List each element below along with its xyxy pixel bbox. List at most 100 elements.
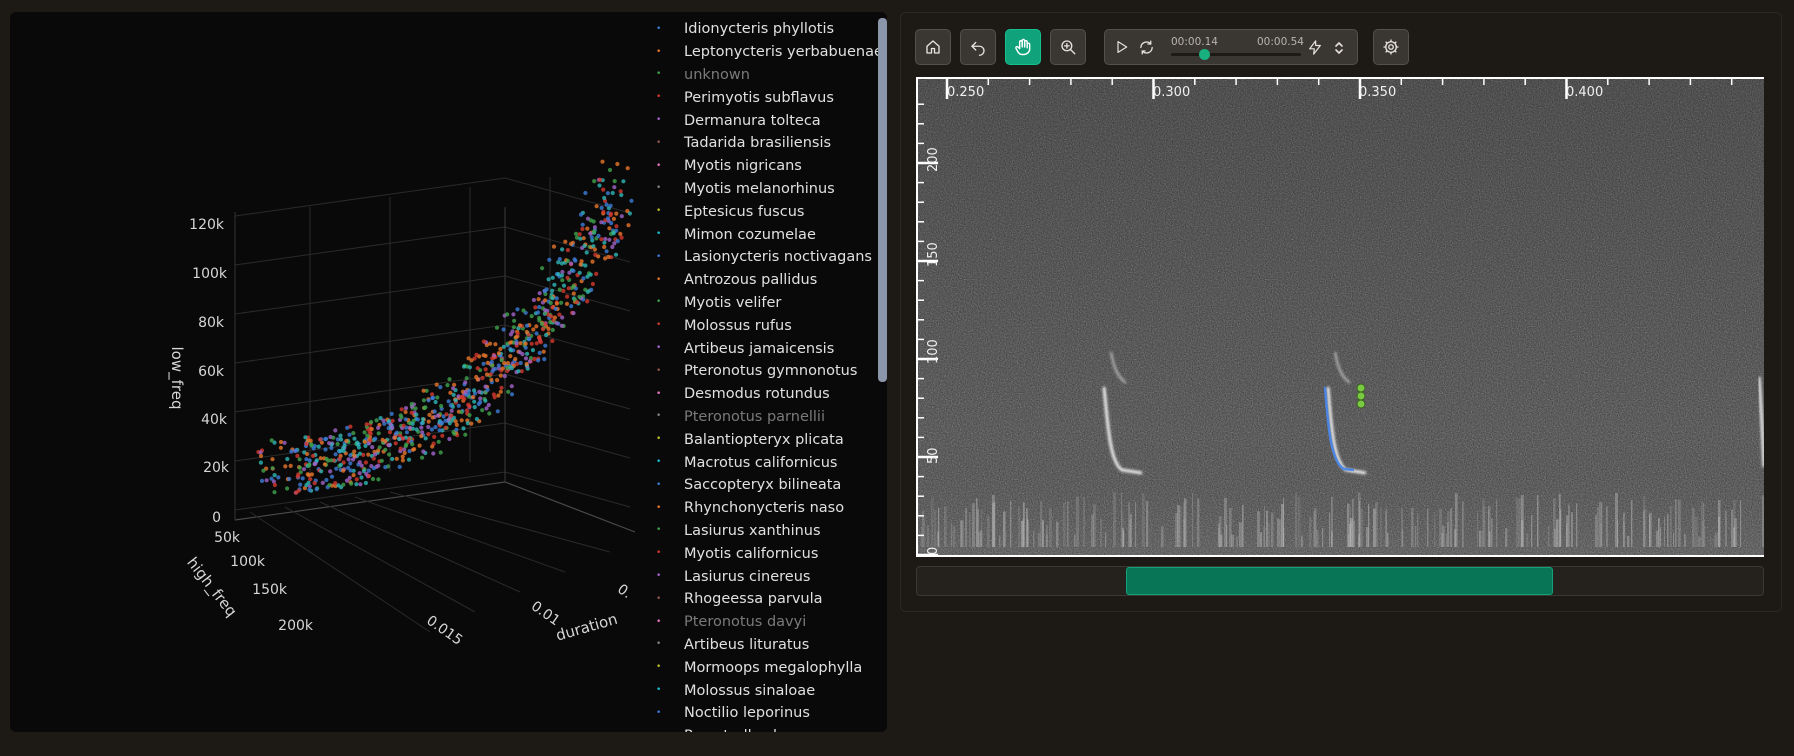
tick-high-freq-150k: 150k — [252, 582, 288, 598]
legend-item[interactable]: • Saccopteryx bilineata — [640, 474, 885, 497]
legend-item[interactable]: • Pteronotus parnellii — [640, 406, 885, 429]
legend-marker-icon: • — [656, 137, 662, 148]
tick-high-freq-50k: 50k — [214, 530, 241, 546]
zoom-button[interactable] — [1050, 29, 1086, 65]
legend-item[interactable]: • Myotis nigricans — [640, 155, 885, 178]
legend-item[interactable]: • Tadarida brasiliensis — [640, 132, 885, 155]
legend-item[interactable]: • Artibeus jamaicensis — [640, 337, 885, 360]
legend-marker-icon: • — [656, 320, 662, 331]
legend-item[interactable]: • Desmodus rotundus — [640, 383, 885, 406]
legend-marker-icon: • — [656, 206, 662, 217]
low-frequency-noise — [921, 492, 1764, 547]
legend-marker-icon: • — [656, 502, 662, 513]
legend-item-label: Artibeus lituratus — [684, 636, 810, 653]
legend-item-label: Perimyotis subflavus — [684, 89, 834, 106]
legend-marker-icon: • — [656, 251, 662, 262]
selected-call-highlight[interactable] — [1323, 386, 1355, 472]
playback-track[interactable] — [1171, 53, 1301, 56]
marker-dot[interactable] — [1356, 391, 1366, 401]
annotation-markers[interactable] — [1356, 383, 1366, 409]
legend-item[interactable]: • Balantiopteryx plicata — [640, 428, 885, 451]
legend-item[interactable]: • Myotis melanorhinus — [640, 178, 885, 201]
legend-marker-icon: • — [656, 593, 662, 604]
legend-item[interactable]: • Mormoops megalophylla — [640, 656, 885, 679]
plot-grid — [234, 177, 636, 633]
legend-item[interactable]: • Lasionycteris noctivagans — [640, 246, 885, 269]
legend-item[interactable]: • Molossus sinaloae — [640, 679, 885, 702]
scatter-points — [256, 159, 634, 495]
legend-item[interactable]: • Dermanura tolteca — [640, 109, 885, 132]
legend-item[interactable]: • Pteronotus davyi — [640, 611, 885, 634]
spectrogram-view[interactable]: 0.250 0.300 0.350 0.400 0 50 100 150 200 — [916, 77, 1764, 557]
legend-item-label: Myotis nigricans — [684, 158, 802, 175]
legend-item[interactable]: • Lasiurus xanthinus — [640, 520, 885, 543]
minimap-view-window[interactable] — [1125, 567, 1554, 595]
legend-item-label: Mormoops megalophylla — [684, 659, 863, 676]
legend-item[interactable]: • Leptonycteris yerbabuenae — [640, 41, 885, 64]
legend-item[interactable]: • Eptesicus fuscus — [640, 200, 885, 223]
legend-item-label: Idionycteris phyllotis — [684, 21, 835, 38]
undo-button[interactable] — [960, 29, 996, 65]
tick-low-freq-100k: 100k — [192, 266, 228, 282]
legend-item[interactable]: • Mimon cozumelae — [640, 223, 885, 246]
legend-item[interactable]: • Perimyotis subflavus — [640, 86, 885, 109]
legend-item-label: Pteronotus parnellii — [684, 408, 825, 425]
legend-scrollbar[interactable] — [878, 18, 887, 382]
legend-item[interactable]: • unknown — [640, 64, 885, 87]
legend-item[interactable]: •Parastrellus hesperus — [640, 725, 885, 732]
legend-item[interactable]: • Macrotus californicus — [640, 451, 885, 474]
legend-item[interactable]: • Pteronotus gymnonotus — [640, 360, 885, 383]
legend-marker-icon: • — [656, 46, 662, 57]
legend-item[interactable]: • Lasiurus cinereus — [640, 565, 885, 588]
legend-marker-icon: • — [656, 183, 662, 194]
loop-icon[interactable] — [1138, 39, 1155, 56]
legend-marker-icon: • — [656, 685, 662, 695]
legend-marker-icon: • — [656, 548, 662, 559]
legend-marker-icon: • — [656, 707, 662, 718]
legend-item[interactable]: • Antrozous pallidus — [640, 269, 885, 292]
legend-marker-icon: • — [656, 616, 662, 627]
current-time: 00:00.14 — [1171, 36, 1218, 48]
playback-knob[interactable] — [1198, 49, 1210, 60]
legend-item-label: Pteronotus gymnonotus — [684, 363, 858, 380]
legend-item[interactable]: • Molossus rufus — [640, 314, 885, 337]
legend-item-label: Lasionycteris noctivagans — [684, 249, 872, 266]
embedding-plot-panel: low_freq 120k 100k 80k 60k 40k 20k 0 hig… — [10, 12, 887, 732]
legend-item-label: Lasiurus cinereus — [684, 568, 811, 585]
lightning-icon[interactable] — [1307, 39, 1323, 56]
play-icon[interactable] — [1114, 39, 1130, 55]
tick-high-freq-100k: 100k — [230, 554, 266, 570]
legend-item[interactable]: • Myotis californicus — [640, 542, 885, 565]
legend-item[interactable]: • Rhynchonycteris naso — [640, 497, 885, 520]
marker-dot[interactable] — [1356, 383, 1366, 393]
legend-item[interactable]: • Noctilio leporinus — [640, 702, 885, 725]
time-axis — [916, 77, 1764, 99]
home-button[interactable] — [915, 29, 951, 65]
legend-item-label: Lasiurus xanthinus — [684, 522, 821, 539]
freq-tick-200: 200 — [926, 147, 941, 172]
settings-button[interactable] — [1373, 29, 1409, 65]
spectrogram-canvas[interactable]: 0.250 0.300 0.350 0.400 0 50 100 150 200 — [916, 77, 1764, 557]
tick-low-freq-60k: 60k — [198, 364, 225, 380]
axis-duration: duration 0.015 0.01 0. — [423, 581, 634, 648]
legend-item[interactable]: • Artibeus lituratus — [640, 634, 885, 657]
legend-item-label: Myotis melanorhinus — [684, 180, 835, 197]
legend-item[interactable]: • Idionycteris phyllotis — [640, 18, 885, 41]
legend-item-label: Myotis velifer — [684, 294, 782, 311]
timeline-minimap[interactable] — [916, 566, 1764, 596]
chevron-up-down-icon[interactable] — [1333, 40, 1345, 56]
pan-button[interactable] — [1005, 29, 1041, 65]
legend-item-label: Antrozous pallidus — [684, 272, 818, 289]
legend-item-label: Molossus rufus — [684, 317, 792, 334]
time-tick-0.250: 0.250 — [947, 85, 984, 100]
bat-call-1 — [1102, 351, 1143, 475]
legend-item-label: Tadarida brasiliensis — [684, 135, 832, 152]
scatter-3d-plot[interactable]: low_freq 120k 100k 80k 60k 40k 20k 0 hig… — [10, 12, 640, 732]
freq-tick-150: 150 — [926, 242, 941, 267]
marker-dot[interactable] — [1356, 399, 1366, 409]
legend-item[interactable]: • Myotis velifer — [640, 292, 885, 315]
legend-item[interactable]: • Rhogeessa parvula — [640, 588, 885, 611]
freq-tick-0: 0 — [926, 547, 941, 555]
legend-marker-icon: • — [656, 297, 662, 308]
legend-marker-icon: • — [656, 365, 662, 376]
